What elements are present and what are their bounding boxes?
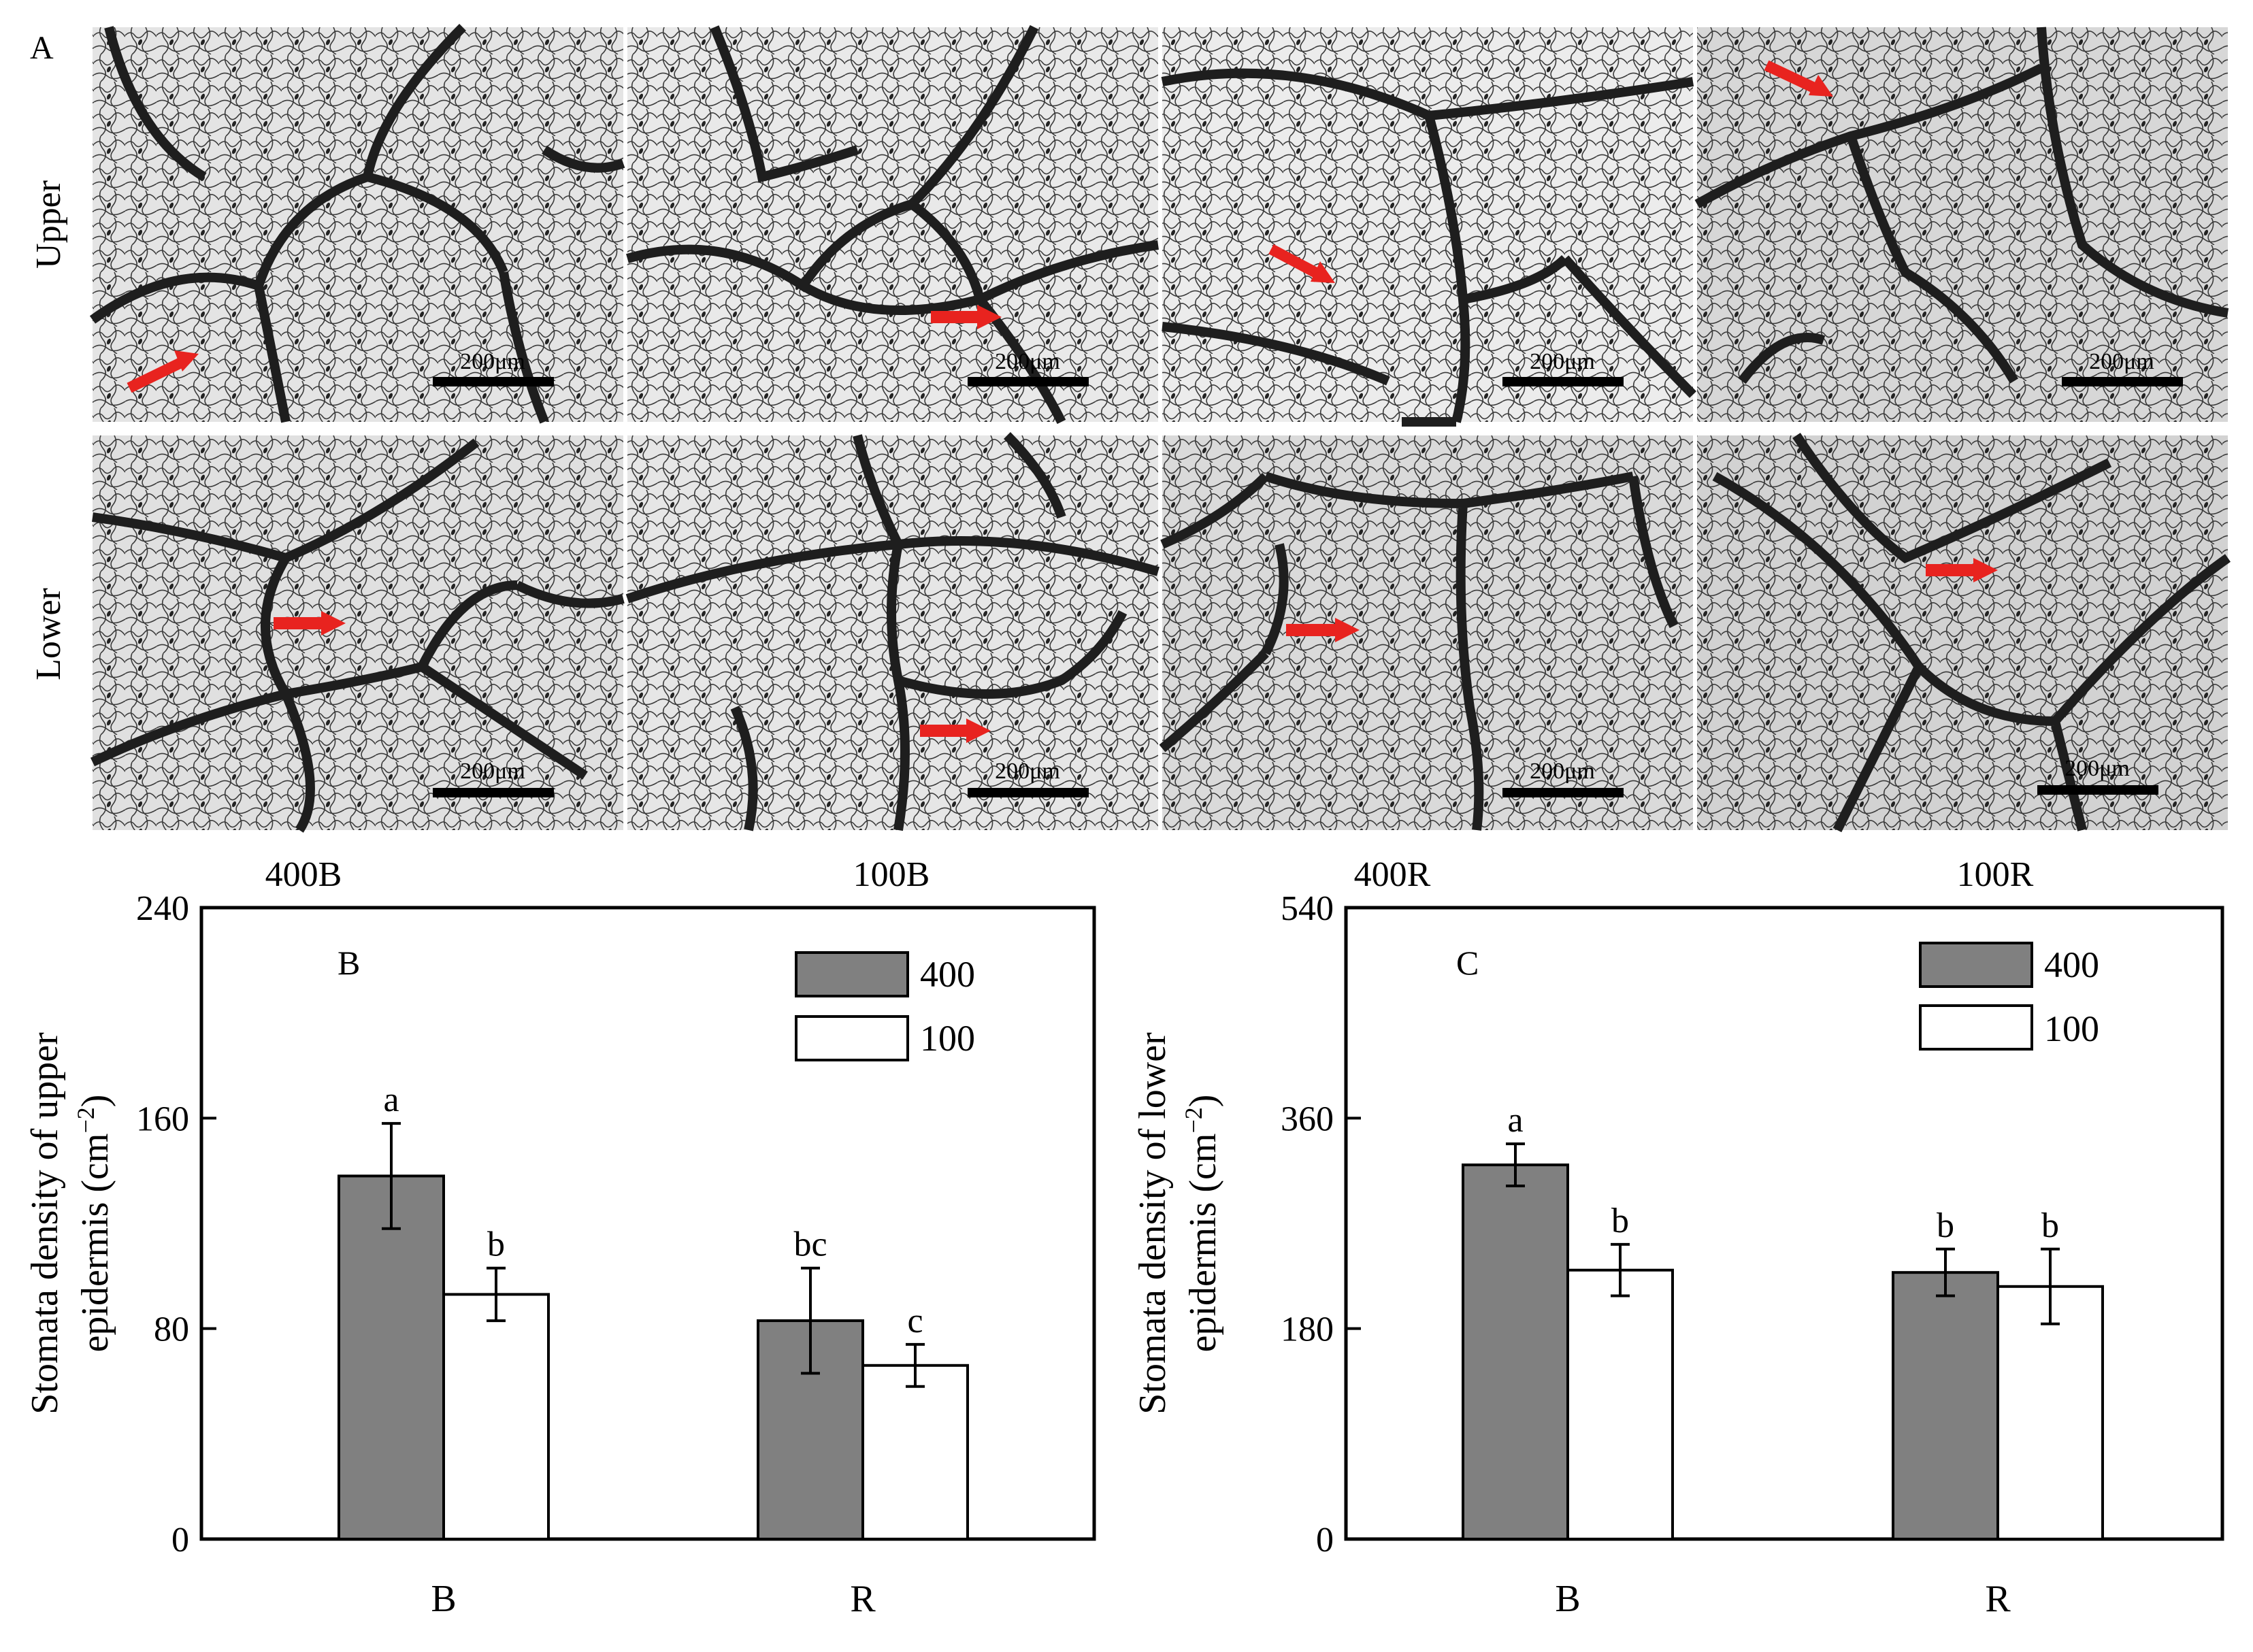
legend-swatch-400 xyxy=(1919,942,2033,988)
scale-bar-text: 200μm xyxy=(995,349,1060,374)
micrograph-upper-400R: 200μm xyxy=(1161,27,1696,427)
significance-label: b xyxy=(2041,1206,2059,1245)
x-category-label: R xyxy=(1985,1578,2011,1620)
scale-bar-text: 200μm xyxy=(2065,756,2130,781)
plot-frame xyxy=(199,906,1096,1541)
bar-100-B xyxy=(1566,1268,1674,1540)
legend: 400 100 xyxy=(1919,942,2099,1051)
micrograph-lower-100R: 200μm xyxy=(1697,433,2231,833)
micrograph-lower-400R: 200μm xyxy=(1159,435,1693,831)
bar-400-R xyxy=(1892,1271,1999,1540)
row-label-upper: Upper xyxy=(29,180,68,269)
row-label-lower: Lower xyxy=(29,588,68,680)
significance-label: b xyxy=(1611,1202,1629,1240)
bar-100-R xyxy=(1996,1285,2104,1541)
scale-bar xyxy=(968,788,1089,797)
legend-label-400: 400 xyxy=(2044,944,2099,985)
scale-bar-text: 200μm xyxy=(1530,759,1595,784)
column-label-100B: 100B xyxy=(853,855,930,894)
scale-bar xyxy=(2062,377,2183,386)
y-axis-ticks: 0 80 160 240 xyxy=(136,889,216,1559)
plot-frame xyxy=(1344,906,2224,1541)
scale-bar xyxy=(968,377,1089,386)
significance-label: b xyxy=(487,1225,505,1264)
y-axis-title: Stomata density of upper xyxy=(24,1032,66,1415)
arrow-icon xyxy=(127,357,185,393)
legend-swatch-100 xyxy=(795,1015,909,1061)
bar-400-B xyxy=(1462,1163,1569,1540)
arrow-icon xyxy=(1764,60,1818,94)
scale-bar-text: 200μm xyxy=(460,759,525,784)
column-label-100R: 100R xyxy=(1957,855,2034,894)
significance-label: a xyxy=(383,1080,399,1119)
legend-label-100: 100 xyxy=(920,1018,975,1059)
significance-label: bc xyxy=(793,1225,827,1264)
legend: 400 100 xyxy=(795,951,975,1061)
significance-label: a xyxy=(1507,1101,1523,1140)
y-tick-label: 540 xyxy=(1281,889,1334,928)
scale-bar xyxy=(433,377,554,386)
arrow-icon xyxy=(1268,244,1320,279)
scale-bar-text: 200μm xyxy=(2089,349,2154,374)
bar-100-R xyxy=(861,1364,969,1541)
micrograph-lower-400B: 200μm xyxy=(90,435,625,833)
bars: a b b b xyxy=(1462,1101,2104,1541)
scale-bar xyxy=(1502,377,1624,386)
y-tick-label: 0 xyxy=(171,1521,189,1559)
scale-bar-text: 200μm xyxy=(995,759,1060,784)
y-axis-title: Stomata density of lower xyxy=(1132,1032,1174,1415)
scale-bar xyxy=(433,788,554,797)
x-category-label: B xyxy=(431,1578,456,1620)
micrograph-lower-100B: 200μm xyxy=(625,432,1160,831)
panel-label: C xyxy=(1456,944,1479,982)
legend-label-400: 400 xyxy=(920,954,975,995)
panel-label: B xyxy=(338,944,360,982)
y-axis-title-unit: epidermis (cm−2) xyxy=(72,1095,116,1353)
significance-label: c xyxy=(907,1302,923,1340)
panel-a-label: A xyxy=(30,30,54,66)
legend-swatch-400 xyxy=(795,951,909,997)
legend-label-100: 100 xyxy=(2044,1008,2099,1049)
chart-c: C Stomata density of lower epidermis (cm… xyxy=(1132,889,2224,1620)
y-tick-label: 240 xyxy=(136,889,189,928)
scale-bar xyxy=(2037,785,2158,795)
scale-bar xyxy=(1502,788,1624,797)
scale-bar-text: 200μm xyxy=(1530,349,1595,374)
micrograph-grid: 200μm 200μm 200μm 200μm xyxy=(89,24,2231,833)
micrograph-upper-100B: 200μm xyxy=(626,24,1159,425)
bar-400-B xyxy=(338,1174,445,1540)
bar-100-B xyxy=(442,1293,550,1541)
micrograph-upper-100R: 200μm xyxy=(1694,27,2229,422)
y-tick-label: 180 xyxy=(1281,1310,1334,1349)
column-label-400B: 400B xyxy=(265,855,342,894)
legend-swatch-100 xyxy=(1919,1004,2033,1051)
x-category-label: B xyxy=(1555,1578,1580,1620)
x-category-label: R xyxy=(850,1578,876,1620)
chart-b: B Stomata density of upper epidermis (cm… xyxy=(24,889,1096,1620)
column-label-400R: 400R xyxy=(1354,855,1431,894)
significance-label: b xyxy=(1937,1206,1954,1245)
y-tick-label: 80 xyxy=(154,1310,189,1349)
y-tick-label: 0 xyxy=(1316,1521,1334,1559)
bars: a b bc c xyxy=(338,1080,969,1541)
y-tick-label: 160 xyxy=(136,1100,189,1138)
y-axis-ticks: 0 180 360 540 xyxy=(1281,889,1361,1559)
micrograph-upper-400B: 200μm xyxy=(89,24,625,424)
y-axis-title-unit: epidermis (cm−2) xyxy=(1180,1095,1224,1353)
y-tick-label: 360 xyxy=(1281,1100,1334,1138)
scale-bar-text: 200μm xyxy=(460,349,525,374)
